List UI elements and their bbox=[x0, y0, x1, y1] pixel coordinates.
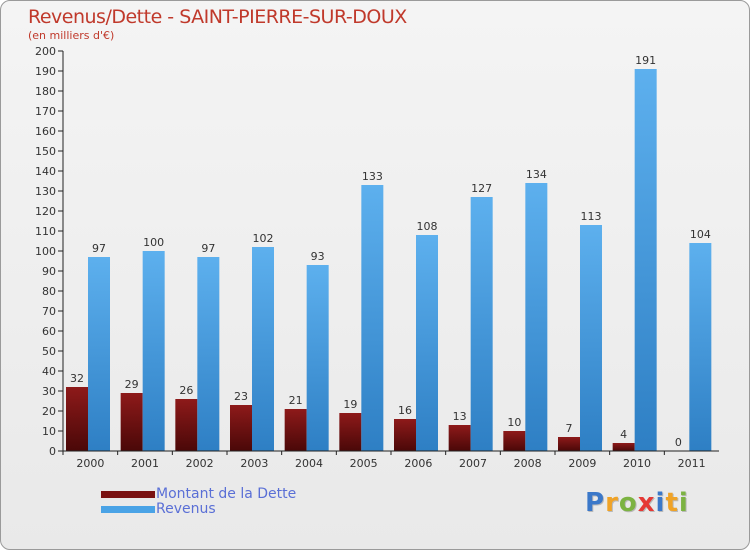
y-tick-label: 160 bbox=[35, 125, 56, 138]
x-tick-label: 2004 bbox=[295, 457, 323, 470]
proxiti-logo: Proxiti bbox=[585, 488, 689, 518]
legend-label-revenue: Revenus bbox=[156, 501, 216, 517]
debt-value-label: 7 bbox=[566, 422, 573, 435]
debt-value-label: 4 bbox=[620, 428, 627, 441]
debt-value-label: 26 bbox=[179, 384, 193, 397]
y-tick-label: 30 bbox=[42, 385, 56, 398]
revenue-value-label: 104 bbox=[690, 228, 711, 241]
legend-swatch-debt bbox=[101, 491, 155, 498]
revenue-bar bbox=[470, 197, 493, 451]
chart-subtitle: (en milliers d'€) bbox=[28, 29, 115, 42]
y-tick-label: 70 bbox=[42, 305, 56, 318]
debt-bar bbox=[66, 387, 88, 451]
y-tick-label: 60 bbox=[42, 325, 56, 338]
logo-letter: o bbox=[618, 488, 638, 518]
revenue-value-label: 191 bbox=[635, 54, 656, 67]
revenue-bar bbox=[252, 247, 274, 451]
logo-letter: x bbox=[637, 488, 656, 518]
y-tick-label: 120 bbox=[35, 205, 56, 218]
debt-value-label: 16 bbox=[398, 404, 412, 417]
logo-letter: P bbox=[585, 488, 606, 518]
x-tick-label: 2011 bbox=[678, 457, 706, 470]
revenue-value-label: 108 bbox=[417, 220, 438, 233]
x-tick-label: 2005 bbox=[350, 457, 378, 470]
revenue-bar bbox=[634, 69, 657, 451]
x-tick-label: 2001 bbox=[131, 457, 159, 470]
debt-bar bbox=[612, 443, 635, 451]
debt-bar bbox=[230, 405, 252, 451]
debt-bar bbox=[394, 419, 416, 451]
y-tick-label: 0 bbox=[49, 445, 56, 458]
debt-bar bbox=[448, 425, 471, 451]
revenue-bar bbox=[689, 243, 712, 451]
logo-letter: t bbox=[665, 488, 679, 518]
y-tick-label: 150 bbox=[35, 145, 56, 158]
debt-value-label: 13 bbox=[453, 410, 467, 423]
chart-title: Revenus/Dette - SAINT-PIERRE-SUR-DOUX bbox=[28, 6, 407, 28]
bars: 32 97 29 100 26 97 23 102 21 93 19 133 16 108 13 127 10 1… bbox=[66, 54, 712, 452]
revenue-value-label: 113 bbox=[581, 210, 602, 223]
y-tick-label: 130 bbox=[35, 185, 56, 198]
revenue-bar bbox=[88, 257, 110, 451]
revenue-bar bbox=[525, 183, 548, 451]
y-tick-label: 110 bbox=[35, 225, 56, 238]
y-tick-label: 190 bbox=[35, 65, 56, 78]
logo-letter: r bbox=[605, 488, 619, 518]
y-tick-label: 10 bbox=[42, 425, 56, 438]
x-tick-label: 2003 bbox=[240, 457, 268, 470]
legend-swatch-revenue bbox=[101, 506, 155, 513]
x-tick-label: 2007 bbox=[459, 457, 487, 470]
y-tick-label: 180 bbox=[35, 85, 56, 98]
debt-value-label: 29 bbox=[125, 378, 139, 391]
revenue-value-label: 102 bbox=[253, 232, 274, 245]
revenue-value-label: 127 bbox=[471, 182, 492, 195]
y-tick-label: 200 bbox=[35, 45, 56, 58]
x-tick-label: 2000 bbox=[76, 457, 104, 470]
debt-bar bbox=[503, 431, 526, 451]
y-tick-label: 140 bbox=[35, 165, 56, 178]
debt-bar bbox=[175, 399, 198, 451]
x-tick-label: 2006 bbox=[404, 457, 432, 470]
x-axis: 2000 2001 2002 2003 2004 2005 2006 2007 2008 2009… bbox=[62, 450, 719, 470]
y-tick-label: 100 bbox=[35, 245, 56, 258]
revenue-value-label: 97 bbox=[92, 242, 106, 255]
legend-label-debt: Montant de la Dette bbox=[156, 486, 297, 502]
revenue-value-label: 134 bbox=[526, 168, 547, 181]
y-tick-label: 90 bbox=[42, 265, 56, 278]
y-tick-label: 80 bbox=[42, 285, 56, 298]
debt-value-label: 0 bbox=[675, 436, 682, 449]
x-tick-label: 2010 bbox=[623, 457, 651, 470]
y-tick-label: 170 bbox=[35, 105, 56, 118]
revenue-bar bbox=[580, 225, 602, 451]
revenue-bar bbox=[142, 251, 165, 451]
debt-bar bbox=[558, 437, 580, 451]
debt-value-label: 10 bbox=[507, 416, 521, 429]
debt-bar bbox=[284, 409, 307, 451]
logo-letter: i bbox=[655, 488, 666, 518]
revenue-value-label: 93 bbox=[311, 250, 325, 263]
debt-value-label: 19 bbox=[343, 398, 357, 411]
revenue-value-label: 133 bbox=[362, 170, 383, 183]
debt-value-label: 32 bbox=[70, 372, 84, 385]
logo-letter: i bbox=[678, 488, 689, 518]
y-axis: 0 10 20 30 40 50 60 70 80 90 100 110 120 130 140 150 160… bbox=[35, 45, 64, 458]
revenue-bar bbox=[197, 257, 220, 451]
debt-bar bbox=[120, 393, 143, 451]
revenue-value-label: 97 bbox=[201, 242, 215, 255]
y-tick-label: 40 bbox=[42, 365, 56, 378]
revenue-bar bbox=[361, 185, 384, 451]
y-tick-label: 50 bbox=[42, 345, 56, 358]
debt-value-label: 23 bbox=[234, 390, 248, 403]
revenue-bar bbox=[306, 265, 329, 451]
debt-value-label: 21 bbox=[289, 394, 303, 407]
revenue-bar bbox=[416, 235, 438, 451]
x-tick-label: 2009 bbox=[568, 457, 596, 470]
debt-bar bbox=[339, 413, 362, 451]
x-tick-label: 2002 bbox=[186, 457, 214, 470]
y-tick-label: 20 bbox=[42, 405, 56, 418]
revenue-value-label: 100 bbox=[143, 236, 164, 249]
x-tick-label: 2008 bbox=[514, 457, 542, 470]
